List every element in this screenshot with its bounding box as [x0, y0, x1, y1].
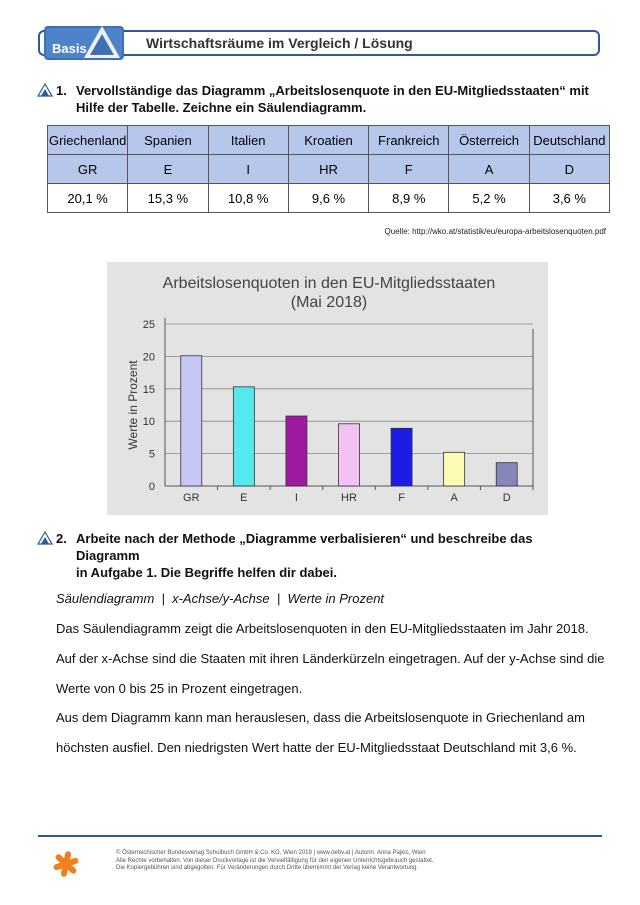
y-tick-label: 20: [143, 351, 155, 363]
task-number: 2.: [56, 531, 67, 546]
table-cell: I: [207, 154, 289, 184]
table-cell: Kroatien: [287, 125, 370, 155]
y-tick-label: 15: [143, 384, 155, 396]
source-note: Quelle: http://wko.at/statistik/eu/europ…: [384, 227, 606, 236]
y-tick-label: 0: [149, 481, 155, 493]
table-cell: GR: [46, 154, 129, 184]
x-tick-label: GR: [183, 492, 200, 504]
x-tick-label: E: [240, 492, 247, 504]
logo-text: Basis: [52, 41, 87, 56]
table-cell: Italien: [207, 125, 289, 155]
footer-copyright: © Österreichischer Bundesverlag Schulbuc…: [116, 850, 476, 873]
answer-line: Aus dem Diagramm kann man herauslesen, d…: [56, 710, 585, 725]
publisher-asterisk-icon: [53, 851, 79, 877]
table-row-values: 20,1 % 15,3 % 10,8 % 9,6 % 8,9 % 5,2 % 3…: [46, 183, 611, 213]
task-line: Vervollständige das Diagramm „Arbeitslos…: [76, 83, 589, 98]
y-tick-label: 5: [149, 449, 155, 461]
table-cell: 10,8 %: [207, 183, 289, 213]
table-row-countries: Griechenland Spanien Italien Kroatien Fr…: [46, 125, 611, 155]
chart-area: Arbeitslosenquoten in den EU-Mitgliedsst…: [107, 262, 548, 515]
difficulty-triangle-icon: [37, 531, 53, 545]
y-tick-label: 10: [143, 416, 155, 428]
difficulty-triangle-icon: [37, 83, 53, 97]
terms-line: Säulendiagramm | x-Achse/y-Achse | Werte…: [56, 591, 385, 606]
bar-chart: Arbeitslosenquoten in den EU-Mitgliedsst…: [126, 275, 534, 504]
table-cell: E: [127, 154, 209, 184]
table-cell: D: [528, 154, 611, 184]
page-title: Wirtschaftsräume im Vergleich / Lösung: [146, 35, 413, 51]
bar-hr: [338, 423, 360, 487]
task-number: 1.: [56, 83, 67, 98]
footer-line: Die Kopiergebühren sind abgegolten. Für …: [116, 865, 419, 871]
bar-d: [495, 462, 518, 487]
y-tick-label: 25: [143, 319, 155, 331]
table-cell: Spanien: [127, 125, 209, 155]
chart-subtitle: (Mai 2018): [291, 294, 367, 311]
table-cell: 9,6 %: [287, 183, 370, 213]
bar-a: [443, 451, 466, 487]
table-cell: 20,1 %: [46, 183, 129, 213]
task-text: Vervollständige das Diagramm „Arbeitslos…: [76, 82, 596, 116]
x-tick-label: A: [450, 492, 458, 504]
x-tick-label: F: [398, 492, 405, 504]
answer-line: Auf der x-Achse sind die Staaten mit ihr…: [56, 651, 605, 666]
x-tick-label: HR: [341, 492, 357, 504]
basis-logo: Basis: [44, 26, 124, 60]
task-line: Hilfe der Tabelle. Zeichne ein Säulendia…: [76, 100, 367, 115]
table-cell: A: [448, 154, 530, 184]
task-line: Arbeite nach der Methode „Diagramme verb…: [76, 531, 533, 563]
bar-e: [232, 386, 255, 487]
answer-line: Das Säulendiagramm zeigt die Arbeitslose…: [56, 621, 589, 636]
footer-divider: [38, 835, 602, 837]
bar-i: [285, 415, 308, 487]
table-cell: Griechenland: [46, 125, 129, 155]
answer-line: Werte von 0 bis 25 in Prozent eingetrage…: [56, 681, 303, 696]
bar-f: [390, 427, 413, 487]
footer-line: © Österreichischer Bundesverlag Schulbuc…: [116, 850, 426, 856]
table-cell: Österreich: [448, 125, 530, 155]
table-cell: HR: [287, 154, 370, 184]
footer-line: Alle Rechte vorbehalten. Von dieser Druc…: [116, 857, 434, 864]
bar-gr: [180, 355, 203, 487]
task-line: in Aufgabe 1. Die Begriffe helfen dir da…: [76, 565, 338, 580]
table-cell: 8,9 %: [368, 183, 450, 213]
x-tick-label: I: [295, 492, 298, 504]
header-bar: [38, 30, 600, 56]
table-cell: Frankreich: [368, 125, 450, 155]
y-axis-label: Werte in Prozent: [126, 360, 140, 450]
task-text: Arbeite nach der Methode „Diagramme verb…: [76, 530, 596, 581]
table-row-codes: GR E I HR F A D: [46, 154, 611, 184]
task-1: 1. Vervollständige das Diagramm „Arbeits…: [56, 82, 616, 118]
table-cell: 15,3 %: [127, 183, 209, 213]
x-tick-label: D: [503, 492, 511, 504]
table-cell: Deutschland: [528, 125, 611, 155]
table-cell: 5,2 %: [448, 183, 530, 213]
data-table: Griechenland Spanien Italien Kroatien Fr…: [46, 125, 611, 213]
table-cell: F: [368, 154, 450, 184]
task-2: 2. Arbeite nach der Methode „Diagramme v…: [56, 530, 616, 580]
table-cell: 3,6 %: [528, 183, 611, 213]
chart-title: Arbeitslosenquoten in den EU-Mitgliedsst…: [163, 275, 496, 292]
answer-line: höchsten ausfiel. Den niedrigsten Wert h…: [56, 740, 577, 755]
